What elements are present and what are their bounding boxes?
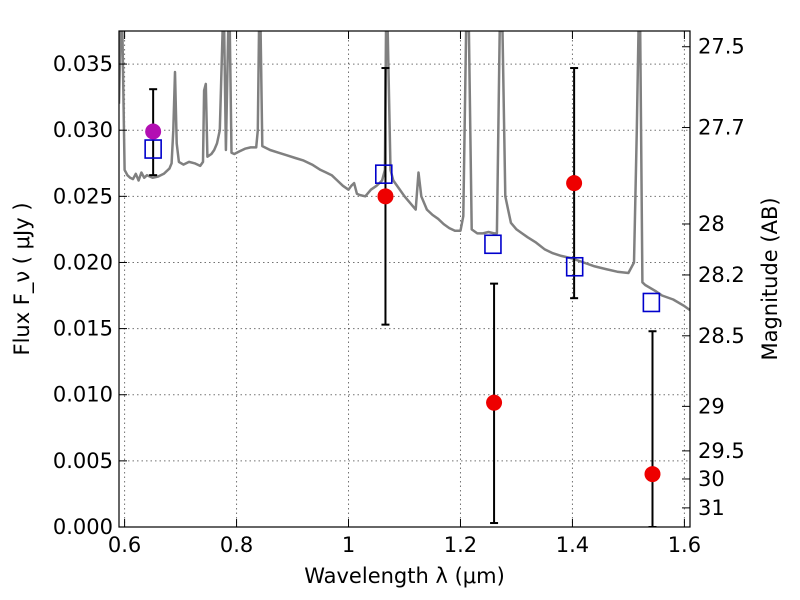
y2-tick-label: 28 — [698, 212, 725, 236]
y-tick-label: 0.015 — [53, 317, 113, 341]
observed-flux-point — [486, 394, 503, 411]
observed-flux-point — [644, 466, 661, 483]
y2-tick-label: 31 — [698, 496, 725, 520]
x-tick-label: 1.6 — [668, 533, 701, 557]
y2-tick-label: 27.7 — [698, 116, 745, 140]
y-tick-label: 0.020 — [53, 250, 113, 274]
y-tick-label: 0.005 — [53, 449, 113, 473]
y2-tick-label: 29.5 — [698, 439, 745, 463]
y-axis-label: Flux F_ν ( μJy ) — [10, 202, 35, 355]
model-photometry-square — [565, 256, 584, 277]
observed-flux-point — [377, 188, 394, 205]
y-tick-label: 0.030 — [53, 118, 113, 142]
y-tick-label: 0.025 — [53, 184, 113, 208]
x-tick-label: 0.6 — [108, 533, 141, 557]
y-tick-label: 0.010 — [53, 383, 113, 407]
y2-tick-label: 28.5 — [698, 324, 745, 348]
x-tick-label: 1.2 — [444, 533, 477, 557]
x-axis-label: Wavelength λ (μm) — [304, 564, 505, 588]
observed-flux-point — [145, 123, 162, 140]
y2-tick-label: 30 — [698, 467, 725, 491]
y2-axis-label: Magnitude (AB) — [758, 197, 782, 360]
x-tick-label: 0.8 — [220, 533, 253, 557]
plot-frame — [118, 30, 691, 528]
y-tick-label: 0.035 — [53, 52, 113, 76]
y-tick-label: 0.000 — [53, 515, 113, 539]
tick-layer: 0.6 0.8 1 1.2 1.4 1.6 0.000 0.005 0.010 0.015 0.02… — [53, 31, 745, 557]
model-photometry-square — [484, 234, 502, 255]
model-photometry-square — [144, 139, 162, 159]
observed-flux-point — [566, 175, 583, 192]
model-photometry-square — [642, 292, 661, 313]
model-spectrum-layer — [119, 31, 690, 312]
observed-points-layer — [145, 123, 661, 483]
y2-tick-label: 27.5 — [698, 35, 745, 59]
model-photometry-square — [374, 164, 393, 184]
model-photometry-layer — [144, 139, 661, 313]
model-spectrum-line — [119, 31, 690, 312]
y2-tick-label: 29 — [698, 394, 725, 418]
y2-tick-label: 28.2 — [698, 263, 745, 287]
x-tick-label: 1 — [342, 533, 355, 557]
x-tick-label: 1.4 — [556, 533, 589, 557]
